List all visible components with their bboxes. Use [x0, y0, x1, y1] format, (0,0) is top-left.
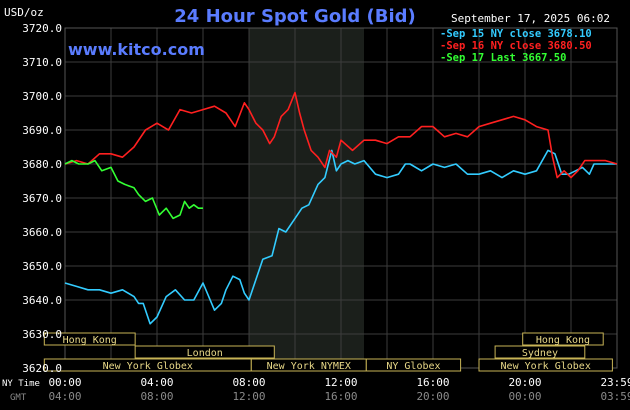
y-tick-label: 3630.0 — [22, 328, 62, 341]
x-tick-label-gmt: 00:00 — [508, 390, 541, 403]
series-line-sep-17 — [64, 159, 203, 220]
market-session-label: Hong Kong — [63, 335, 117, 346]
timestamp: September 17, 2025 06:02 — [451, 12, 610, 25]
y-tick-label: 3640.0 — [22, 294, 62, 307]
x-tick-label-gmt: 12:00 — [232, 390, 265, 403]
x-tick-label-gmt: 20:00 — [416, 390, 449, 403]
x-tick-label-ny: 08:00 — [232, 376, 265, 389]
chart-title: 24 Hour Spot Gold (Bid) — [174, 6, 415, 27]
unit-label: USD/oz — [4, 6, 44, 19]
x-tick-label-gmt: 04:00 — [48, 390, 81, 403]
x-tick-label-gmt: 16:00 — [324, 390, 357, 403]
market-session-label: New York Globex — [501, 361, 591, 372]
legend-item: -Sep 17 Last 3667.50 — [440, 52, 566, 64]
y-tick-label: 3670.0 — [22, 192, 62, 205]
legend: -Sep 15 NY close 3678.10-Sep 16 NY close… — [440, 28, 592, 64]
y-tick-label: 3620.0 — [22, 362, 62, 375]
market-session-box — [43, 332, 136, 346]
market-session-label: New York Globex — [103, 361, 193, 372]
y-tick-label: 3650.0 — [22, 260, 62, 273]
ny-time-row-label: NY Time — [2, 379, 40, 389]
market-session-box — [365, 358, 462, 372]
x-tick-label-ny: 00:00 — [48, 376, 81, 389]
y-tick-label: 3680.0 — [22, 158, 62, 171]
gmt-row-label: GMT — [10, 393, 27, 403]
y-tick-label: 3710.0 — [22, 56, 62, 69]
x-tick-label-ny: 20:00 — [508, 376, 541, 389]
legend-item: -Sep 15 NY close 3678.10 — [440, 28, 592, 40]
x-tick-label-gmt: 08:00 — [140, 390, 173, 403]
series-line-sep-16 — [64, 91, 618, 179]
legend-item: -Sep 16 NY close 3680.50 — [440, 40, 592, 52]
market-session-box — [134, 345, 275, 359]
y-tick-label: 3720.0 — [22, 22, 62, 35]
market-session-label: London — [187, 348, 223, 359]
x-tick-label-ny: 16:00 — [416, 376, 449, 389]
market-session-label: Sydney — [522, 348, 558, 359]
x-tick-label-gmt: 03:59 — [600, 390, 630, 403]
market-session-label: New York NYMEX — [267, 361, 351, 372]
x-tick-label-ny: 12:00 — [324, 376, 357, 389]
market-session-label: Hong Kong — [536, 335, 590, 346]
x-tick-label-ny: 04:00 — [140, 376, 173, 389]
market-session-label: NY Globex — [386, 361, 440, 372]
market-session-box — [478, 358, 613, 372]
y-tick-label: 3700.0 — [22, 90, 62, 103]
series-line-sep-15 — [64, 149, 617, 325]
y-tick-label: 3660.0 — [22, 226, 62, 239]
market-session-box — [522, 332, 604, 346]
market-session-box — [494, 345, 586, 359]
y-tick-label: 3690.0 — [22, 124, 62, 137]
site-url[interactable]: www.kitco.com — [68, 40, 205, 59]
x-tick-label-ny: 23:59 — [600, 376, 630, 389]
